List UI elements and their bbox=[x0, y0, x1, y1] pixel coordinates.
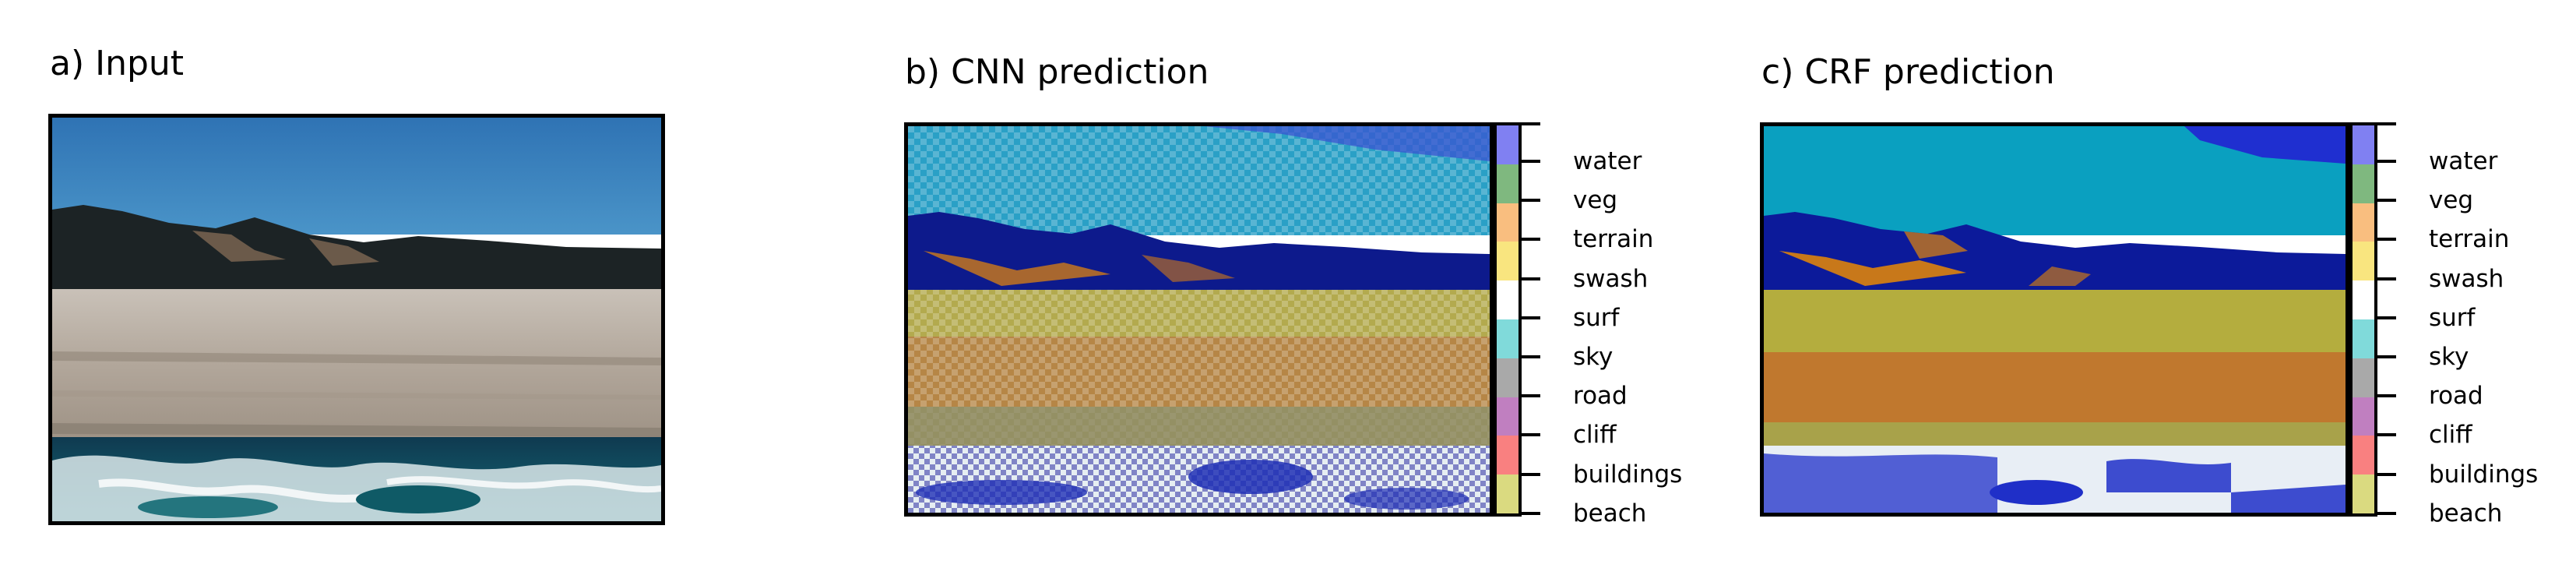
colorbar-swatch-buildings bbox=[1497, 436, 1519, 475]
colorbar-label: swash bbox=[1573, 265, 1649, 293]
colorbar-swatch-veg bbox=[1497, 164, 1519, 203]
colorbar-label: terrain bbox=[2429, 225, 2510, 253]
colorbar-swatch-cliff bbox=[1497, 397, 1519, 436]
colorbar-top-tick bbox=[1522, 122, 1540, 125]
panel-b-title: b) CNN prediction bbox=[905, 52, 1209, 92]
colorbar-tick bbox=[1522, 160, 1540, 163]
colorbar-tick bbox=[2377, 394, 2396, 397]
colorbar-swatch-buildings bbox=[2353, 436, 2374, 475]
colorbar-swatch-beach bbox=[1497, 474, 1519, 513]
colorbar-tick bbox=[2377, 316, 2396, 319]
colorbar-label: swash bbox=[2429, 265, 2504, 293]
colorbar-tick bbox=[1522, 394, 1540, 397]
colorbar-swatch-swash bbox=[1497, 242, 1519, 281]
colorbar-tick bbox=[1522, 316, 1540, 319]
colorbar-label: veg bbox=[2429, 186, 2474, 214]
crf-colorbar bbox=[2349, 122, 2377, 517]
colorbar-label: surf bbox=[2429, 304, 2476, 332]
colorbar-label: buildings bbox=[2429, 460, 2539, 489]
colorbar-swatch-swash bbox=[2353, 242, 2374, 281]
colorbar-tick bbox=[2377, 433, 2396, 436]
colorbar-label: sky bbox=[2429, 343, 2469, 371]
colorbar-swatch-beach bbox=[2353, 474, 2374, 513]
colorbar-label: sky bbox=[1573, 343, 1614, 371]
colorbar-label: buildings bbox=[1573, 460, 1683, 489]
colorbar-label: veg bbox=[1573, 186, 1618, 214]
colorbar-swatch-water bbox=[2353, 125, 2374, 164]
colorbar-tick bbox=[1522, 277, 1540, 280]
colorbar-swatch-water bbox=[1497, 125, 1519, 164]
colorbar-tick bbox=[2377, 160, 2396, 163]
colorbar-tick bbox=[2377, 199, 2396, 202]
colorbar-label: water bbox=[1573, 147, 1642, 175]
colorbar-label: surf bbox=[1573, 304, 1620, 332]
colorbar-label: road bbox=[1573, 382, 1628, 410]
crf-colorbar-labels: water veg terrain swash surf sky road cl… bbox=[2377, 122, 2549, 527]
colorbar-swatch-terrain bbox=[2353, 203, 2374, 242]
colorbar-tick bbox=[2377, 355, 2396, 358]
colorbar-label: cliff bbox=[2429, 421, 2472, 449]
colorbar-top-tick bbox=[2377, 122, 2396, 125]
crf-prediction-map bbox=[1760, 122, 2349, 517]
colorbar-tick bbox=[2377, 238, 2396, 241]
colorbar-swatch-sky bbox=[2353, 319, 2374, 358]
colorbar-tick bbox=[1522, 355, 1540, 358]
colorbar-tick bbox=[1522, 433, 1540, 436]
colorbar-label: water bbox=[2429, 147, 2498, 175]
panel-a-title: a) Input bbox=[50, 44, 185, 83]
colorbar-swatch-road bbox=[2353, 358, 2374, 397]
cnn-prediction-map bbox=[904, 122, 1494, 517]
colorbar-swatch-veg bbox=[2353, 164, 2374, 203]
colorbar-label: beach bbox=[1573, 499, 1647, 527]
colorbar-swatch-surf bbox=[1497, 280, 1519, 319]
colorbar-swatch-terrain bbox=[1497, 203, 1519, 242]
colorbar-label: terrain bbox=[1573, 225, 1654, 253]
colorbar-tick bbox=[1522, 473, 1540, 476]
cnn-colorbar-labels: water veg terrain swash surf sky road cl… bbox=[1522, 122, 1693, 527]
colorbar-tick bbox=[2377, 473, 2396, 476]
colorbar-label: beach bbox=[2429, 499, 2503, 527]
input-photo bbox=[48, 114, 665, 525]
colorbar-tick bbox=[1522, 199, 1540, 202]
colorbar-swatch-road bbox=[1497, 358, 1519, 397]
panel-c-title: c) CRF prediction bbox=[1761, 52, 2055, 92]
colorbar-swatch-surf bbox=[2353, 280, 2374, 319]
colorbar-label: cliff bbox=[1573, 421, 1617, 449]
colorbar-tick bbox=[2377, 277, 2396, 280]
colorbar-tick bbox=[2377, 512, 2396, 515]
colorbar-tick bbox=[1522, 238, 1540, 241]
colorbar-label: road bbox=[2429, 382, 2483, 410]
colorbar-tick bbox=[1522, 512, 1540, 515]
colorbar-swatch-cliff bbox=[2353, 397, 2374, 436]
colorbar-swatch-sky bbox=[1497, 319, 1519, 358]
cnn-colorbar bbox=[1494, 122, 1522, 517]
